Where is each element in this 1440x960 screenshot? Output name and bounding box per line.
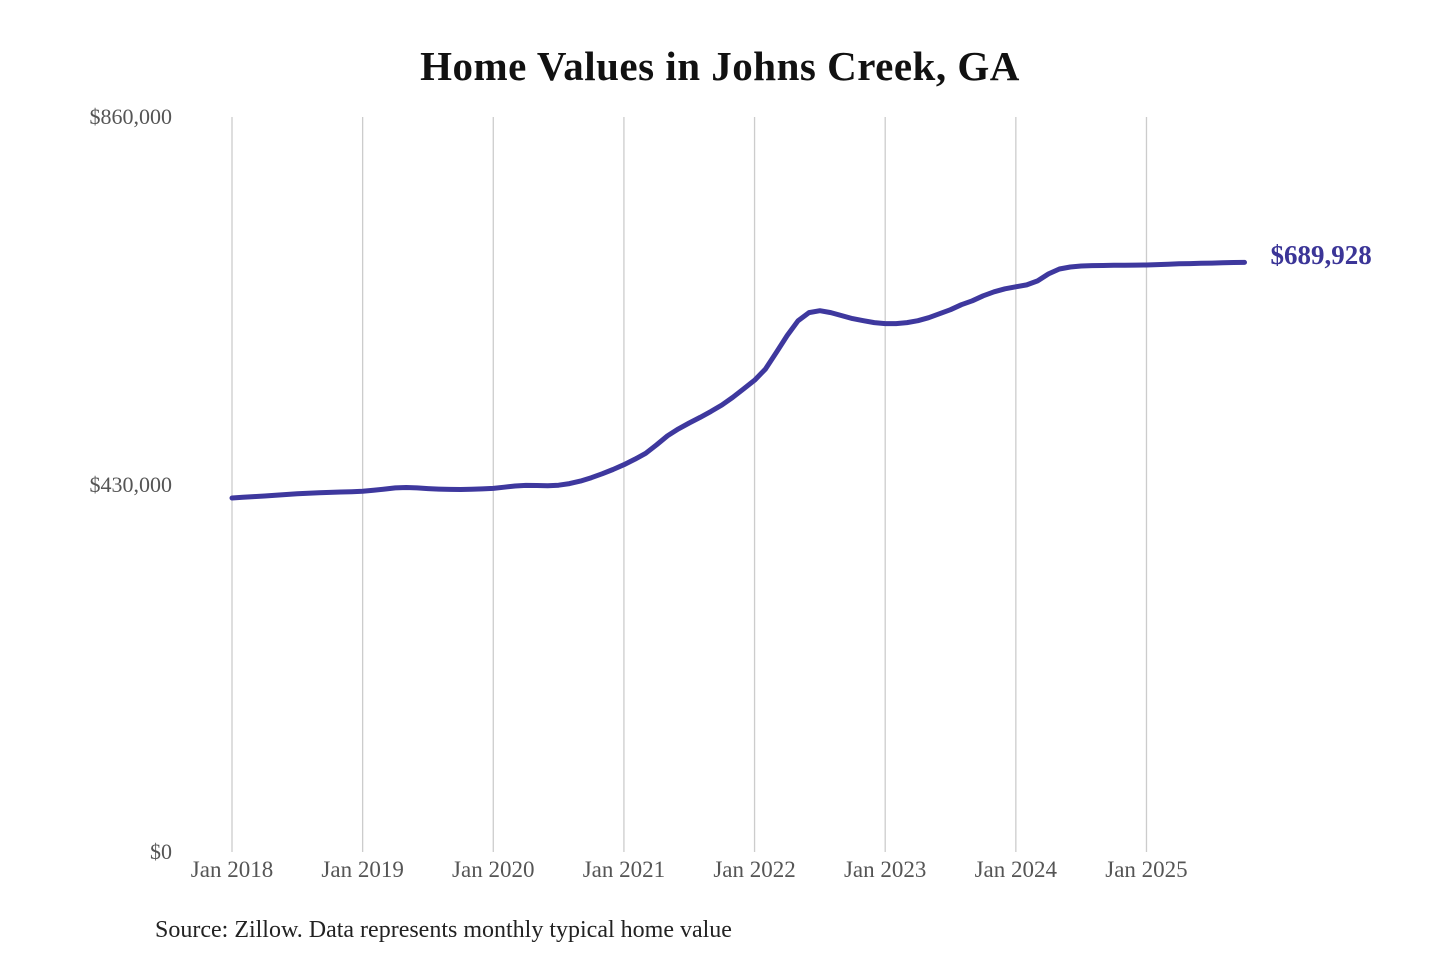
- x-tick-label: Jan 2021: [582, 857, 666, 882]
- y-tick-label: $860,000: [89, 104, 173, 129]
- y-tick-label: $0: [150, 839, 172, 864]
- chart-title: Home Values in Johns Creek, GA: [420, 43, 1020, 89]
- x-tick-label: Jan 2018: [190, 857, 274, 882]
- x-tick-label: Jan 2025: [1105, 857, 1188, 882]
- source-attribution: Source: Zillow. Data represents monthly …: [155, 917, 732, 943]
- y-tick-label: $430,000: [89, 471, 173, 497]
- latest-value-label: $689,928: [1270, 240, 1372, 271]
- x-tick-label: Jan 2022: [713, 857, 796, 882]
- x-tick-label: Jan 2020: [452, 857, 535, 882]
- x-tick-label: Jan 2024: [974, 857, 1058, 882]
- x-tick-label: Jan 2019: [321, 857, 404, 882]
- x-tick-label: Jan 2023: [843, 857, 927, 882]
- vertical-gridlines: [231, 117, 1148, 852]
- home-value-line-series: [229, 259, 1247, 501]
